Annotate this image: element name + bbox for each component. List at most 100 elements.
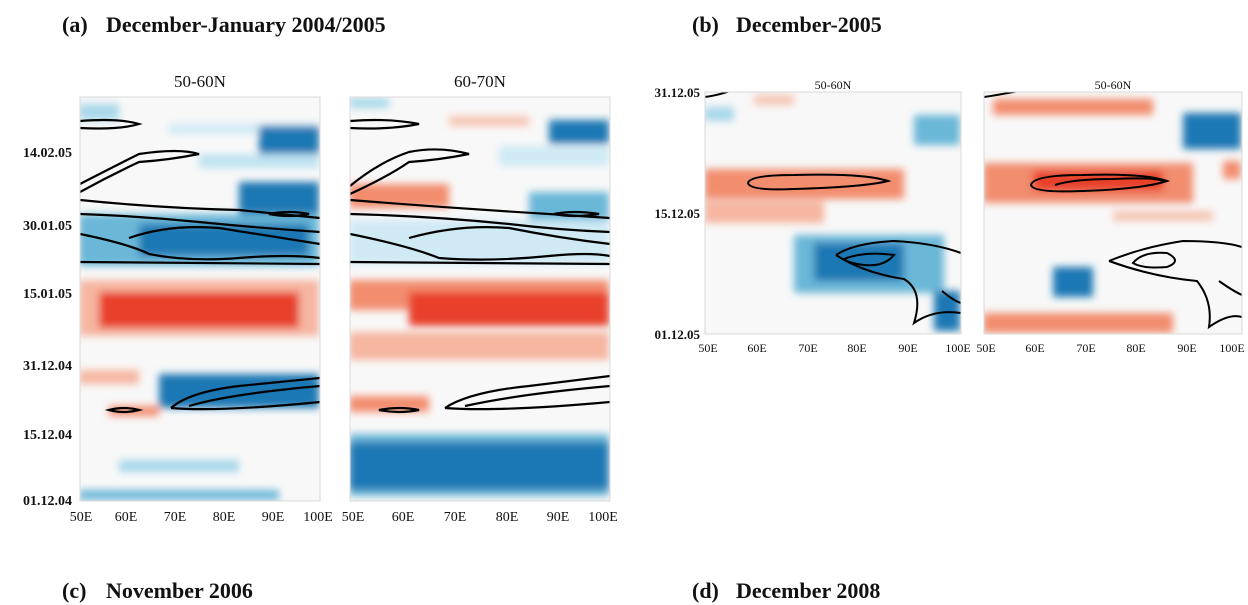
anomaly-positive	[350, 332, 609, 360]
x-tick-label: 80E	[212, 510, 236, 525]
contour-line	[705, 92, 731, 98]
contour-line	[408, 226, 610, 246]
y-tick-label: 15.12.04	[23, 428, 72, 443]
contour-line	[1029, 173, 1171, 193]
y-tick-label: 15.12.05	[654, 206, 701, 221]
contour-line	[80, 212, 320, 234]
anomaly-positive	[449, 116, 529, 126]
section-d-text: December 2008	[736, 578, 881, 603]
heatmap-panel-a2	[349, 96, 611, 502]
contour-line	[350, 260, 610, 266]
contour-line	[350, 118, 420, 130]
anomaly-negative	[350, 442, 609, 490]
anomaly-negative	[499, 146, 609, 166]
anomaly-negative	[169, 124, 319, 134]
anomaly-positive	[984, 313, 1173, 333]
contour-line	[1218, 280, 1242, 296]
anomaly-positive	[1223, 161, 1241, 179]
panel-b1-title: 50-60N	[814, 78, 852, 92]
x-tick-label: 100E	[945, 341, 971, 355]
anomaly-negative	[80, 490, 279, 500]
contour-line	[1108, 260, 1242, 330]
y-tick-label: 30.01.05	[23, 219, 72, 234]
x-tick-label: 90E	[1177, 341, 1197, 355]
y-tick-label: 31.12.05	[654, 85, 701, 100]
contour-line	[835, 239, 961, 256]
heatmap-panel-a1	[79, 96, 321, 502]
x-tick-label: 60E	[747, 341, 767, 355]
contour-line	[1108, 239, 1242, 262]
x-tick-label: 90E	[261, 510, 285, 525]
anomaly-negative	[914, 115, 960, 145]
anomaly-negative	[199, 154, 319, 168]
section-a-label: (a)	[62, 12, 88, 37]
x-tick-label: 70E	[443, 510, 467, 525]
contour-line	[444, 374, 610, 411]
panel-b2-title: 50-60N	[1094, 78, 1132, 92]
x-tick-label: 80E	[1126, 341, 1146, 355]
x-tick-label: 90E	[546, 510, 570, 525]
anomaly-positive	[754, 95, 794, 105]
anomaly-negative	[549, 120, 609, 144]
section-b-text: December-2005	[736, 12, 882, 37]
anomaly-negative	[80, 104, 119, 120]
x-tick-label: 60E	[1025, 341, 1045, 355]
section-d-title: (d) December 2008	[692, 578, 880, 604]
x-tick-label: 90E	[898, 341, 918, 355]
heatmap-panel-b1	[704, 91, 962, 335]
anomaly-positive	[705, 201, 824, 223]
x-tick-label: 70E	[798, 341, 818, 355]
anomaly-negative	[159, 374, 319, 408]
anomaly-negative	[1053, 267, 1093, 297]
contour-line	[464, 384, 610, 408]
x-tick-label: 60E	[114, 510, 138, 525]
heatmap-panel-b2	[983, 91, 1243, 335]
x-tick-label: 100E	[1219, 341, 1245, 355]
y-tick-label: 01.12.05	[654, 327, 701, 342]
contour-line	[188, 384, 320, 408]
y-tick-label: 15.01.05	[23, 287, 72, 302]
x-tick-label: 50E	[698, 341, 718, 355]
contour-line	[378, 406, 420, 414]
contour-line	[984, 92, 1020, 98]
contour-line	[80, 149, 200, 193]
contour-line	[746, 173, 892, 191]
section-b-title: (b) December-2005	[692, 12, 882, 38]
anomaly-positive	[99, 292, 299, 328]
contour-line	[350, 148, 470, 195]
anomaly-negative	[705, 107, 734, 121]
anomaly-negative	[119, 460, 239, 472]
x-tick-label: 60E	[391, 510, 415, 525]
section-c-text: November 2006	[106, 578, 253, 603]
anomaly-negative	[814, 243, 904, 281]
section-a-text: December-January 2004/2005	[106, 12, 386, 37]
anomaly-positive	[409, 292, 609, 326]
x-tick-label: 70E	[1076, 341, 1096, 355]
x-tick-label: 50E	[69, 510, 93, 525]
contour-line	[170, 376, 320, 411]
section-c-label: (c)	[62, 578, 87, 603]
contour-line	[350, 232, 610, 261]
anomaly-negative	[934, 291, 960, 331]
contour-line	[80, 232, 320, 261]
anomaly-negative	[350, 98, 389, 108]
anomaly-negative	[1183, 113, 1241, 149]
contour-line	[128, 226, 320, 246]
y-tick-label: 31.12.04	[23, 359, 72, 374]
panel-a2-title: 60-70N	[454, 72, 506, 91]
x-tick-label: 100E	[588, 510, 618, 525]
contour-line	[835, 254, 961, 326]
section-a-title: (a) December-January 2004/2005	[62, 12, 386, 38]
contour-line	[350, 212, 610, 234]
section-c-title: (c) November 2006	[62, 578, 253, 604]
contour-line	[1054, 177, 1164, 186]
x-tick-label: 50E	[976, 341, 996, 355]
y-tick-label: 01.12.04	[23, 494, 72, 509]
anomaly-positive	[80, 370, 139, 384]
contour-line	[80, 260, 320, 266]
anomaly-positive	[993, 99, 1153, 115]
contour-line	[1131, 251, 1176, 269]
section-d-label: (d)	[692, 578, 719, 603]
x-tick-label: 70E	[163, 510, 187, 525]
anomaly-positive	[1113, 211, 1213, 221]
